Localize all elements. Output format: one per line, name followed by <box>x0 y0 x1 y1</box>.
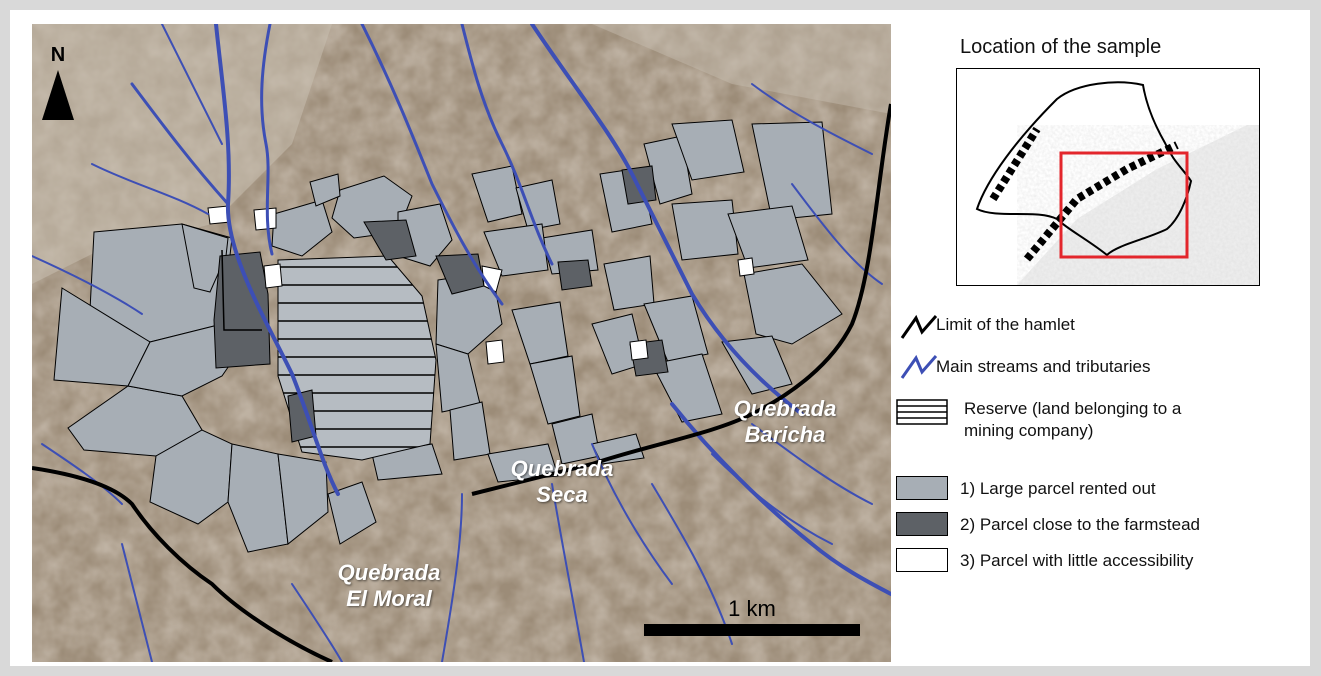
scale-label: 1 km <box>728 596 776 621</box>
legend-item-streams: Main streams and tributaries <box>896 352 1150 380</box>
inset-hamlet-outline <box>975 81 1193 257</box>
inset-canvas <box>975 81 1259 285</box>
legend-item-close-parcel: 2) Parcel close to the farmstead <box>896 510 1200 538</box>
main-streams <box>32 24 891 662</box>
white-swatch <box>896 546 950 574</box>
hamlet-boundary-line <box>32 103 891 662</box>
scale-bar: 1 km <box>644 596 860 636</box>
inset-region-texture <box>1017 125 1259 285</box>
place-label-baricha: Quebrada Baricha <box>733 396 837 447</box>
hatched-reserve-swatch <box>896 398 950 426</box>
north-arrow-icon <box>42 70 74 120</box>
terrain-light-patch <box>592 24 891 114</box>
satellite-map[interactable]: N Quebrada Baricha Quebrada Seca Quebrad… <box>32 24 891 662</box>
black-boundary-line-icon <box>896 312 950 340</box>
north-arrow: N <box>40 44 76 124</box>
place-label-seca: Quebrada Seca <box>510 456 614 507</box>
interior-track <box>221 249 262 331</box>
inset-border-ticks <box>989 126 1179 262</box>
terrain-light-patch <box>32 24 332 284</box>
mining-reserve-area <box>277 255 437 461</box>
inset-sample-highlight <box>1059 151 1189 259</box>
light-gray-swatch <box>896 474 950 502</box>
dark-gray-swatch <box>896 510 950 538</box>
legend-item-reserve: Reserve (land belonging to a mining comp… <box>896 398 1181 442</box>
legend-item-large-parcel: 1) Large parcel rented out <box>896 474 1156 502</box>
scale-line <box>644 624 860 636</box>
inset-title: Location of the sample <box>960 36 1162 58</box>
north-label: N <box>50 44 66 66</box>
legend-item-hamlet-limit: Limit of the hamlet <box>896 312 1075 340</box>
legend-item-little-access-parcel: 3) Parcel with little accessibility <box>896 546 1193 574</box>
blue-stream-line-icon <box>896 352 950 380</box>
place-label-el-moral: Quebrada El Moral <box>337 560 441 611</box>
map-canvas <box>32 24 891 662</box>
location-inset-map[interactable] <box>956 68 1260 286</box>
